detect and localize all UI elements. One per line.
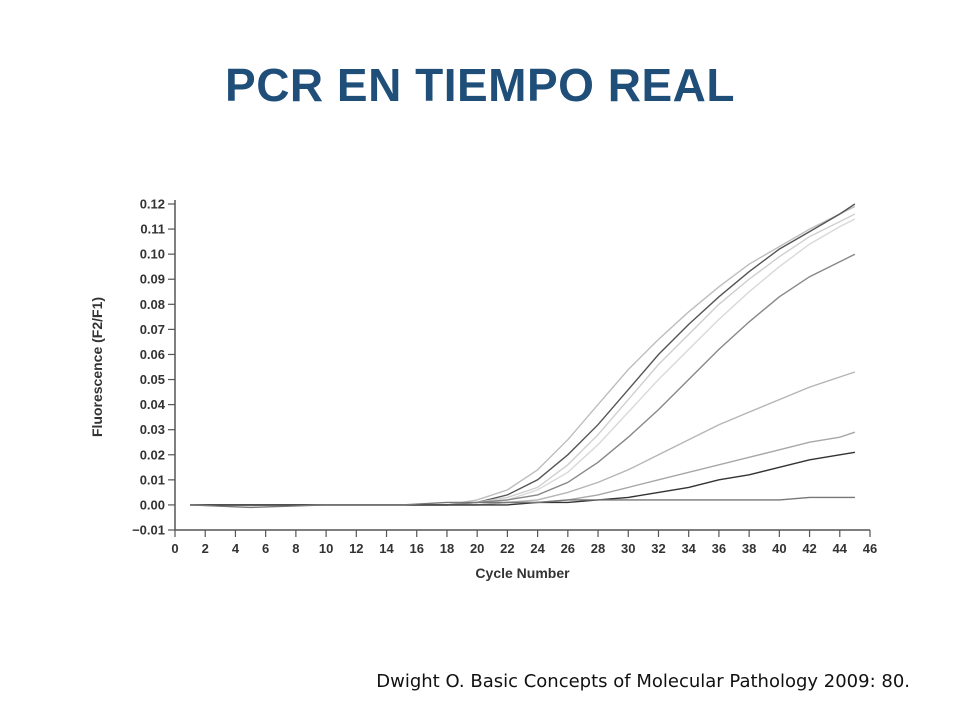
x-axis-title: Cycle Number <box>475 565 570 581</box>
x-tick-label: 30 <box>621 541 635 556</box>
series-line-2 <box>190 203 856 506</box>
x-tick-label: 42 <box>802 541 816 556</box>
x-tick-label: 28 <box>591 541 605 556</box>
series-lines <box>190 203 856 509</box>
x-tick-label: 4 <box>232 541 240 556</box>
y-tick-label: 0.04 <box>140 397 166 412</box>
y-tick-label: 0.01 <box>140 472 165 487</box>
y-tick-label: 0.07 <box>140 322 165 337</box>
x-tick-label: 16 <box>410 541 424 556</box>
x-tick-label: 22 <box>500 541 514 556</box>
y-tick-label: 0.10 <box>140 247 165 262</box>
x-axis-ticks: 0 2 4 6 8 10 12 14 16 18 20 22 24 26 28 30 32 34 36 38 40 42 4… <box>171 530 877 556</box>
y-tick-label: 0.08 <box>140 297 165 312</box>
x-tick-label: 6 <box>262 541 269 556</box>
y-axis-ticks: −0.01 0.00 0.01 0.02 0.03 0.04 0.05 0.06 0.07 0.0… <box>132 197 175 538</box>
series-line-5 <box>190 253 856 506</box>
y-tick-label: 0.05 <box>140 372 165 387</box>
slide-title: PCR EN TIEMPO REAL <box>225 59 735 111</box>
y-tick-label: 0.00 <box>140 497 165 512</box>
x-tick-label: 8 <box>292 541 299 556</box>
x-tick-label: 44 <box>833 541 848 556</box>
y-tick-label: 0.06 <box>140 347 165 362</box>
series-line-3 <box>190 213 856 506</box>
x-tick-label: 38 <box>742 541 756 556</box>
series-line-7 <box>190 431 856 506</box>
y-axis-title: Fluorescence (F2/F1) <box>89 297 105 437</box>
chart-axes <box>174 200 870 531</box>
x-tick-label: 12 <box>349 541 363 556</box>
series-line-9 <box>190 496 855 509</box>
x-tick-label: 34 <box>681 541 696 556</box>
x-tick-label: 14 <box>379 541 394 556</box>
y-tick-label: 0.09 <box>140 272 165 287</box>
series-line-6 <box>190 371 856 506</box>
y-tick-label: 0.02 <box>140 447 165 462</box>
x-tick-label: 2 <box>202 541 209 556</box>
pcr-amplification-chart: −0.01 0.00 0.01 0.02 0.03 0.04 0.05 0.06 0.07 0.0… <box>89 197 877 582</box>
x-tick-label: 46 <box>863 541 877 556</box>
x-tick-label: 24 <box>530 541 545 556</box>
series-line-1 <box>190 205 856 506</box>
citation: Dwight O. Basic Concepts of Molecular Pa… <box>376 671 910 692</box>
x-tick-label: 18 <box>440 541 454 556</box>
x-tick-label: 0 <box>171 541 178 556</box>
y-tick-label: 0.03 <box>140 422 165 437</box>
x-tick-label: 40 <box>772 541 786 556</box>
x-tick-label: 10 <box>319 541 333 556</box>
y-tick-label: −0.01 <box>132 523 165 538</box>
x-tick-label: 26 <box>561 541 575 556</box>
x-tick-label: 36 <box>712 541 726 556</box>
y-tick-label: 0.12 <box>140 197 165 212</box>
x-tick-label: 32 <box>651 541 665 556</box>
series-line-4 <box>190 218 856 506</box>
x-tick-label: 20 <box>470 541 484 556</box>
y-tick-label: 0.11 <box>140 222 165 237</box>
